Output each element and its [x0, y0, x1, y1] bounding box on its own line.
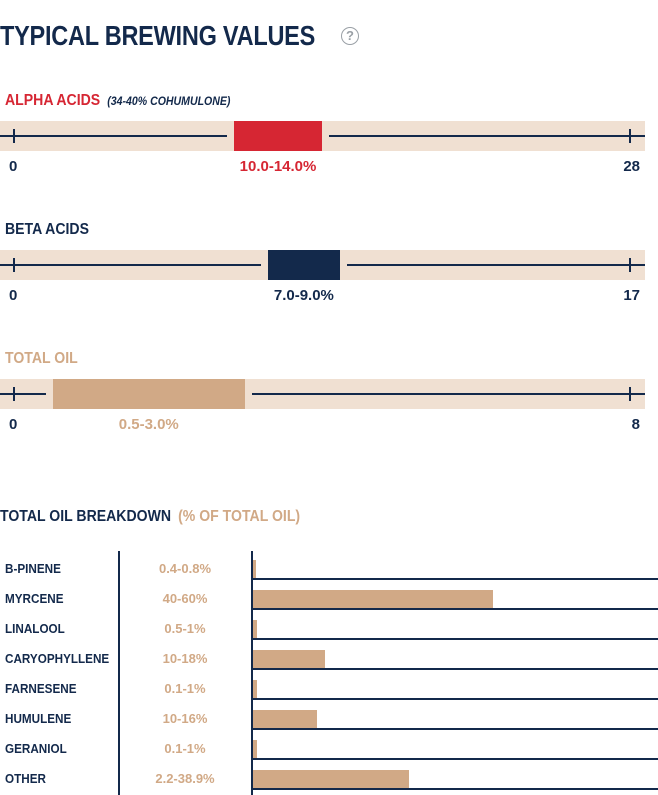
alpha-acids-note: (34-40% COHUMULONE): [107, 94, 231, 108]
oil-range-label: 10-16%: [162, 711, 208, 726]
beta-acids-axis-right: [347, 264, 645, 266]
oil-name: CARYOPHYLLENE: [5, 651, 110, 666]
total-oil-label-text: TOTAL OIL: [5, 350, 78, 367]
oil-bar: [253, 620, 257, 639]
oil-breakdown-heading: TOTAL OIL BREAKDOWN: [0, 508, 172, 525]
total-oil-axis-right: [252, 393, 645, 395]
alpha-acids-label: ALPHA ACIDS (34-40% COHUMULONE): [5, 92, 230, 110]
oil-range-label: 0.4-0.8%: [158, 561, 212, 576]
oil-bar: [253, 590, 493, 609]
oil-bar: [253, 680, 257, 699]
oil-row-line: [252, 728, 658, 730]
total-oil-range-label: 0.5-3.0%: [118, 416, 179, 433]
alpha-acids-tick-min: [13, 129, 15, 143]
alpha-acids-max-label: 28: [623, 158, 640, 175]
oil-range-label: 10-18%: [162, 651, 208, 666]
beta-acids-tick-min: [13, 258, 15, 272]
total-oil-range-bar: [52, 379, 245, 409]
alpha-acids-track: [0, 121, 645, 151]
oil-bar: [253, 710, 317, 729]
oil-bar: [253, 650, 325, 669]
oil-name: LINALOOL: [5, 621, 65, 636]
beta-acids-min-label: 0: [9, 287, 18, 304]
oil-range-label: 0.1-1%: [164, 681, 206, 696]
page-header: TYPICAL BREWING VALUES: [0, 20, 375, 52]
oil-name: OTHER: [5, 771, 46, 786]
total-oil-axis-left: [0, 393, 46, 395]
alpha-acids-range-label: 10.0-14.0%: [239, 158, 317, 175]
oil-row-line: [252, 638, 658, 640]
alpha-acids-range-bar: [234, 121, 322, 151]
oil-range-label: 2.2-38.9%: [155, 771, 215, 786]
oil-range-label: 0.1-1%: [164, 741, 206, 756]
oil-bar: [253, 770, 409, 789]
beta-acids-track: [0, 250, 645, 280]
beta-acids-label: BETA ACIDS: [5, 221, 89, 239]
oil-range-label: 40-60%: [162, 591, 208, 606]
total-oil-max-label: 8: [631, 416, 640, 433]
alpha-acids-label-text: ALPHA ACIDS: [5, 92, 101, 109]
beta-acids-axis-left: [0, 264, 261, 266]
oil-row-line: [252, 608, 658, 610]
alpha-acids-tick-max: [629, 129, 631, 143]
alpha-acids-min-label: 0: [9, 158, 18, 175]
oil-name: B-PINENE: [5, 561, 61, 576]
alpha-acids-axis-left: [0, 135, 227, 137]
total-oil-tick-min: [13, 387, 15, 401]
total-oil-min-label: 0: [9, 416, 18, 433]
beta-acids-range-label: 7.0-9.0%: [273, 287, 334, 304]
oil-breakdown-title: TOTAL OIL BREAKDOWN (% OF TOTAL OIL): [0, 508, 300, 526]
beta-acids-label-text: BETA ACIDS: [5, 221, 89, 238]
oil-row-line: [252, 668, 658, 670]
beta-acids-tick-max: [629, 258, 631, 272]
beta-acids-max-label: 17: [623, 287, 640, 304]
total-oil-label: TOTAL OIL: [5, 350, 78, 368]
oil-name: MYRCENE: [5, 591, 64, 606]
oil-name: HUMULENE: [5, 711, 72, 726]
total-oil-track: [0, 379, 645, 409]
total-oil-tick-max: [629, 387, 631, 401]
page-title: TYPICAL BREWING VALUES: [0, 20, 316, 51]
oil-row-line: [252, 578, 658, 580]
oil-range-label: 0.5-1%: [164, 621, 206, 636]
beta-acids-range-bar: [267, 250, 341, 280]
question-circle-icon[interactable]: ?: [341, 27, 359, 45]
oil-row-line: [252, 788, 658, 790]
oil-bar: [253, 560, 257, 579]
oil-name-divider: [118, 551, 120, 795]
oil-row-line: [252, 698, 658, 700]
oil-bar: [253, 740, 257, 759]
alpha-acids-axis-right: [329, 135, 645, 137]
oil-row-line: [252, 758, 658, 760]
oil-breakdown-subtitle: (% OF TOTAL OIL): [178, 508, 301, 525]
oil-name: GERANIOL: [5, 741, 67, 756]
oil-name: FARNESENE: [5, 681, 77, 696]
oil-range-divider: [251, 551, 253, 795]
